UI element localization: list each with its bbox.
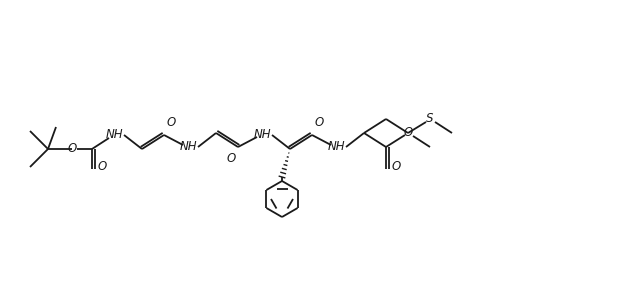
Text: O: O — [167, 116, 175, 129]
Text: O: O — [97, 160, 107, 173]
Text: S: S — [426, 113, 434, 126]
Text: NH: NH — [105, 129, 123, 141]
Text: O: O — [403, 126, 413, 139]
Text: NH: NH — [253, 129, 271, 141]
Text: O: O — [67, 142, 77, 156]
Text: NH: NH — [179, 141, 197, 154]
Text: NH: NH — [327, 141, 345, 154]
Text: O: O — [391, 160, 401, 172]
Text: O: O — [226, 153, 236, 166]
Text: O: O — [314, 116, 324, 129]
